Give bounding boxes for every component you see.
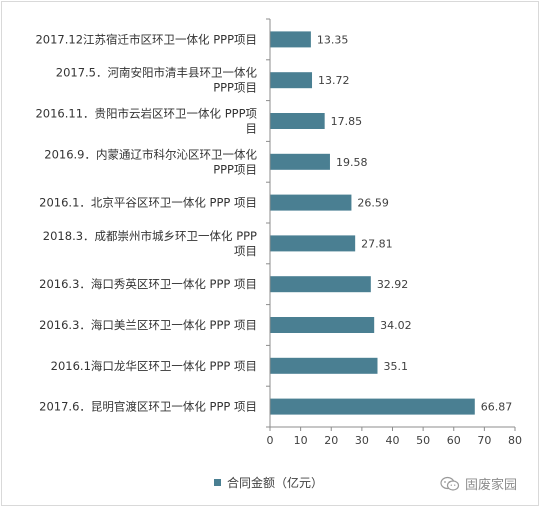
x-tick-label: 50 bbox=[416, 434, 430, 447]
category-label: 2016.11．贵阳市云岩区环卫一体化 PPP项目 bbox=[35, 107, 257, 136]
bar bbox=[270, 357, 378, 374]
data-label: 26.59 bbox=[357, 197, 389, 210]
legend: 合同金额（亿元） bbox=[214, 474, 323, 491]
bar bbox=[270, 113, 325, 129]
bar bbox=[270, 317, 375, 333]
x-tick-label: 70 bbox=[477, 434, 491, 447]
category-label: 2016.1海口龙华区环卫一体化 PPP 项目 bbox=[51, 359, 257, 373]
data-label: 27.81 bbox=[361, 237, 393, 250]
legend-label: 合同金额（亿元） bbox=[227, 476, 324, 490]
x-tick-label: 60 bbox=[447, 434, 461, 447]
data-label: 13.72 bbox=[318, 74, 350, 87]
data-label: 19.58 bbox=[336, 156, 368, 169]
data-label: 34.02 bbox=[380, 319, 412, 332]
category-label: 2016.3．海口秀英区环卫一体化 PPP 项目 bbox=[39, 277, 257, 291]
category-label: 2017.6．昆明官渡区环卫一体化 PPP 项目 bbox=[39, 400, 257, 414]
data-label: 32.92 bbox=[377, 278, 409, 291]
bar bbox=[270, 31, 311, 48]
bar bbox=[270, 194, 352, 211]
watermark: 固废家园 bbox=[440, 474, 517, 493]
category-label: 2016.1．北京平谷区环卫一体化 PPP 项目 bbox=[39, 196, 257, 210]
x-tick-label: 10 bbox=[294, 434, 308, 447]
bar bbox=[270, 72, 313, 89]
data-label: 17.85 bbox=[331, 115, 363, 128]
bar bbox=[270, 398, 475, 415]
wechat-icon bbox=[440, 476, 460, 491]
category-label: 2016.9．内蒙通辽市科尔沁区环卫一体化 PPP项目 bbox=[44, 147, 257, 176]
category-label: 2017.12江苏宿迁市区环卫一体化 PPP项目 bbox=[35, 32, 257, 46]
x-tick-label: 30 bbox=[355, 434, 369, 447]
watermark-text: 固废家园 bbox=[465, 478, 518, 493]
category-label: 2018.3．成都崇州市城乡环卫一体化 PPP 项目 bbox=[43, 229, 257, 258]
category-label: 2016.3．海口美兰区环卫一体化 PPP 项目 bbox=[39, 318, 257, 332]
x-tick-label: 80 bbox=[508, 434, 522, 447]
data-label: 66.87 bbox=[481, 401, 513, 414]
bar bbox=[270, 235, 356, 252]
bar bbox=[270, 276, 371, 293]
category-label: 2017.5．河南安阳市清丰县环卫一体化 PPP项目 bbox=[56, 66, 258, 95]
x-tick-label: 0 bbox=[267, 434, 274, 447]
legend-swatch bbox=[214, 479, 221, 486]
x-tick-label: 40 bbox=[386, 434, 400, 447]
data-label: 35.1 bbox=[383, 360, 408, 373]
x-tick-label: 20 bbox=[324, 434, 338, 447]
data-label: 13.35 bbox=[317, 33, 349, 46]
bar bbox=[270, 153, 330, 170]
